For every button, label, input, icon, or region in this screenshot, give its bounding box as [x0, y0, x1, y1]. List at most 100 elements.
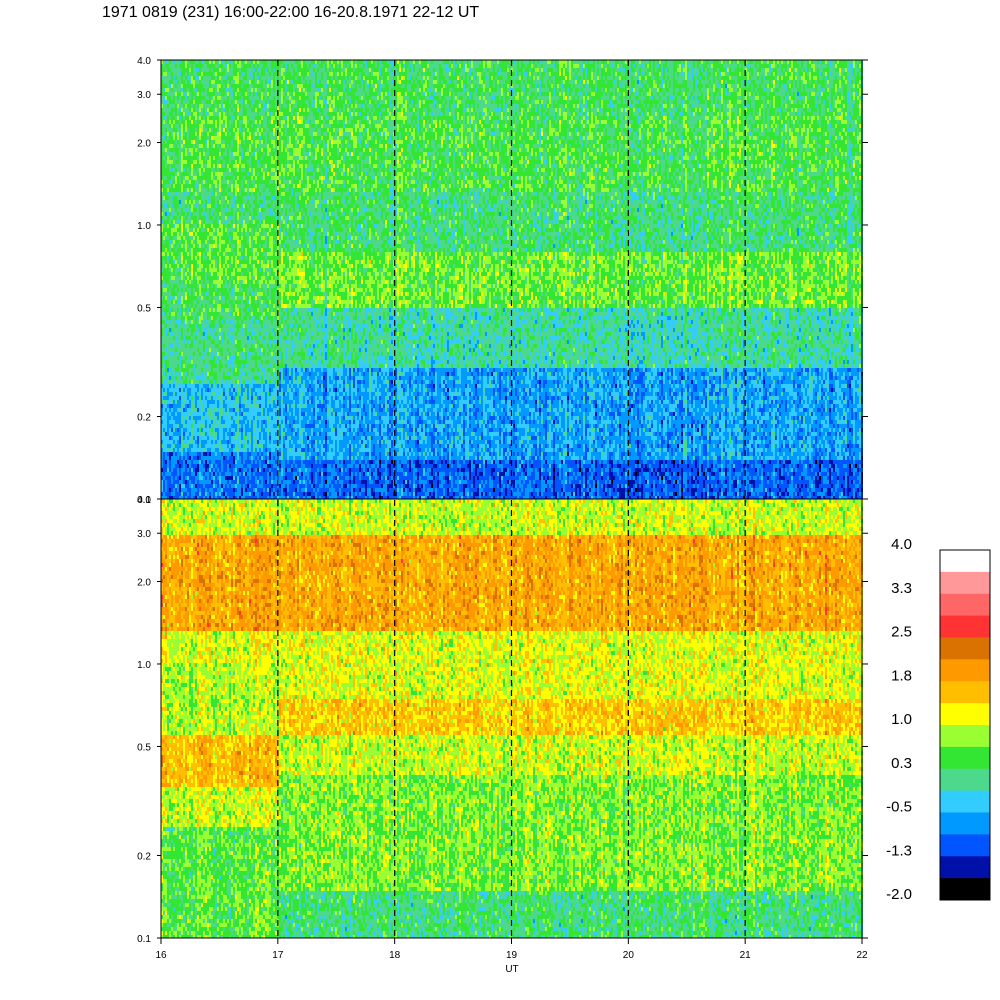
spectrogram-cell	[173, 476, 175, 480]
spectrogram-cell	[165, 372, 167, 376]
spectrogram-cell	[187, 408, 189, 412]
spectrogram-cell	[189, 144, 191, 148]
spectrogram-cell	[185, 188, 187, 192]
spectrogram-cell	[197, 380, 199, 384]
spectrogram-cell	[171, 356, 173, 360]
spectrogram-cell	[195, 248, 197, 252]
spectrogram-cell	[183, 348, 185, 352]
spectrogram-cell	[171, 312, 173, 316]
spectrogram-cell	[169, 420, 171, 424]
spectrogram-cell	[195, 356, 197, 360]
spectrogram-cell	[171, 244, 173, 248]
spectrogram-cell	[197, 280, 199, 284]
spectrogram-cell	[167, 376, 169, 380]
spectrogram-cell	[165, 196, 167, 200]
spectrogram-cell	[181, 320, 183, 324]
spectrogram-cell	[173, 392, 175, 396]
spectrogram-cell	[183, 444, 185, 448]
spectrogram-cell	[181, 460, 183, 464]
spectrogram-cell	[175, 160, 177, 164]
spectrogram-cell	[175, 192, 177, 196]
spectrogram-cell	[185, 264, 187, 268]
spectrogram-cell	[193, 236, 195, 240]
spectrogram-cell	[181, 104, 183, 108]
spectrogram-cell	[199, 192, 201, 196]
spectrogram-cell	[165, 252, 167, 256]
spectrogram-cell	[191, 472, 193, 476]
spectrogram-cell	[175, 308, 177, 312]
spectrogram-cell	[163, 256, 165, 260]
spectrogram-cell	[193, 480, 195, 484]
spectrogram-cell	[193, 292, 195, 296]
spectrogram-cell	[191, 164, 193, 168]
spectrogram-cell	[173, 400, 175, 404]
spectrogram-cell	[175, 232, 177, 236]
spectrogram-cell	[183, 88, 185, 92]
spectrogram-cell	[175, 180, 177, 184]
spectrogram-cell	[163, 464, 165, 468]
spectrogram-cell	[185, 352, 187, 356]
spectrogram-cell	[175, 464, 177, 468]
spectrogram-cell	[185, 140, 187, 144]
spectrogram-cell	[185, 280, 187, 284]
spectrogram-cell	[189, 124, 191, 128]
spectrogram-cell	[193, 316, 195, 320]
spectrogram-cell	[191, 288, 193, 292]
spectrogram-cell	[199, 376, 201, 380]
spectrogram-cell	[171, 488, 173, 492]
spectrogram-cell	[193, 376, 195, 380]
spectrogram-cell	[193, 340, 195, 344]
spectrogram-cell	[185, 236, 187, 240]
spectrogram-cell	[199, 88, 201, 92]
spectrogram-cell	[169, 340, 171, 344]
spectrogram-cell	[177, 64, 179, 68]
spectrogram-cell	[177, 264, 179, 268]
spectrogram-cell	[179, 108, 181, 112]
spectrogram-cell	[183, 240, 185, 244]
spectrogram-cell	[199, 304, 201, 308]
spectrogram-cell	[163, 180, 165, 184]
spectrogram-cell	[181, 352, 183, 356]
spectrogram-cell	[187, 152, 189, 156]
spectrogram-cell	[185, 400, 187, 404]
spectrogram-cell	[179, 300, 181, 304]
spectrogram-cell	[197, 424, 199, 428]
spectrogram-cell	[167, 284, 169, 288]
spectrogram-cell	[171, 408, 173, 412]
spectrogram-cell	[179, 380, 181, 384]
spectrogram-cell	[169, 344, 171, 348]
spectrogram-cell	[197, 180, 199, 184]
spectrogram-cell	[181, 284, 183, 288]
spectrogram-cell	[177, 456, 179, 460]
spectrogram-cell	[195, 476, 197, 480]
spectrogram-cell	[191, 304, 193, 308]
spectrogram-cell	[193, 248, 195, 252]
spectrogram-cell	[187, 232, 189, 236]
spectrogram-cell	[171, 448, 173, 452]
spectrogram-cell	[163, 236, 165, 240]
spectrogram-cell	[167, 268, 169, 272]
spectrogram-cell	[179, 212, 181, 216]
spectrogram-cell	[175, 220, 177, 224]
spectrogram-cell	[177, 420, 179, 424]
spectrogram-cell	[177, 112, 179, 116]
spectrogram-cell	[191, 108, 193, 112]
spectrogram-cell	[173, 164, 175, 168]
spectrogram-cell	[165, 116, 167, 120]
spectrogram-cell	[197, 132, 199, 136]
spectrogram-cell	[173, 452, 175, 456]
spectrogram-cell	[169, 376, 171, 380]
spectrogram-cell	[193, 124, 195, 128]
spectrogram-cell	[201, 176, 203, 180]
spectrogram-cell	[197, 448, 199, 452]
spectrogram-cell	[171, 256, 173, 260]
spectrogram-cell	[177, 396, 179, 400]
spectrogram-cell	[193, 88, 195, 92]
spectrogram-cell	[169, 76, 171, 80]
spectrogram-cell	[183, 220, 185, 224]
spectrogram-cell	[169, 468, 171, 472]
spectrogram-cell	[163, 276, 165, 280]
spectrogram-cell	[179, 484, 181, 488]
spectrogram-cell	[199, 92, 201, 96]
spectrogram-cell	[175, 156, 177, 160]
